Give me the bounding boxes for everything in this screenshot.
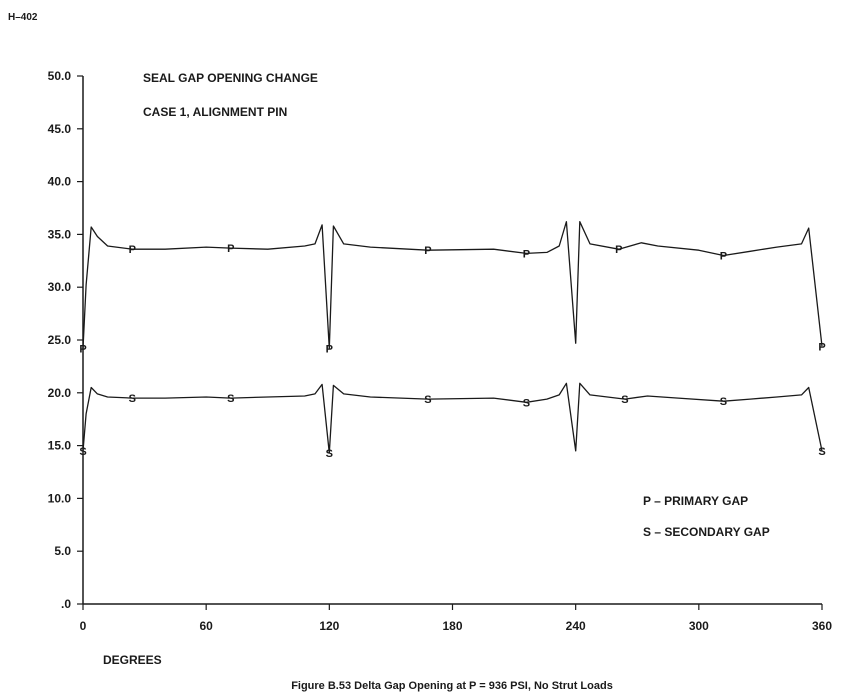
series-marker-p: P xyxy=(227,243,234,255)
y-tick-label: 5.0 xyxy=(54,544,71,558)
series-marker-p: P xyxy=(818,341,825,353)
chart-title: SEAL GAP OPENING CHANGE xyxy=(143,71,318,85)
y-tick-label: .0 xyxy=(61,597,71,611)
series-marker-s: S xyxy=(424,394,431,406)
series-marker-s: S xyxy=(818,446,825,458)
x-ticks: 0 60 120 180 240 300 360 xyxy=(80,604,832,633)
series-marker-s: S xyxy=(720,396,727,408)
series-marker-s: S xyxy=(79,446,86,458)
x-tick-label: 60 xyxy=(199,619,213,633)
series-line-s xyxy=(82,382,823,454)
series-marker-p: P xyxy=(326,343,333,355)
series-marker-s: S xyxy=(621,394,628,406)
series-marker-s: S xyxy=(227,393,234,405)
legend: P – PRIMARY GAP S – SECONDARY GAP xyxy=(643,494,770,539)
series-line-p xyxy=(82,221,823,350)
y-tick-label: 15.0 xyxy=(48,439,72,453)
series-marker-p: P xyxy=(615,244,622,256)
series-marker-p: P xyxy=(720,251,727,263)
series-marker-p: P xyxy=(523,248,530,260)
page-id: H–402 xyxy=(8,12,38,23)
x-tick-label: 360 xyxy=(812,619,832,633)
series-marker-s: S xyxy=(129,393,136,405)
x-tick-label: 180 xyxy=(442,619,462,633)
y-tick-label: 25.0 xyxy=(48,333,72,347)
y-tick-label: 50.0 xyxy=(48,69,72,83)
y-tick-label: 10.0 xyxy=(48,491,72,505)
y-tick-label: 45.0 xyxy=(48,122,72,136)
legend-entry-primary: P – PRIMARY GAP xyxy=(643,494,748,508)
y-tick-label: 40.0 xyxy=(48,175,72,189)
chart-subtitle: CASE 1, ALIGNMENT PIN xyxy=(143,105,287,119)
y-tick-label: 35.0 xyxy=(48,227,72,241)
series-marker-s: S xyxy=(523,397,530,409)
y-tick-label: 20.0 xyxy=(48,386,72,400)
x-axis-label: DEGREES xyxy=(103,653,162,667)
x-tick-label: 0 xyxy=(80,619,87,633)
series-layer xyxy=(82,221,823,454)
series-marker-p: P xyxy=(424,245,431,257)
y-tick-label: 30.0 xyxy=(48,280,72,294)
x-tick-label: 120 xyxy=(319,619,339,633)
legend-entry-secondary: S – SECONDARY GAP xyxy=(643,525,770,539)
marker-layer: P P P P P P P P P S S S S S S S S S xyxy=(79,243,825,460)
x-tick-label: 240 xyxy=(566,619,586,633)
figure-caption: Figure B.53 Delta Gap Opening at P = 936… xyxy=(291,680,613,692)
series-marker-p: P xyxy=(129,244,136,256)
y-ticks: .0 5.0 10.0 15.0 20.0 25.0 30.0 35.0 40.0 45.0 50.… xyxy=(48,69,83,611)
series-marker-s: S xyxy=(326,448,333,460)
x-tick-label: 300 xyxy=(689,619,709,633)
series-marker-p: P xyxy=(79,343,86,355)
